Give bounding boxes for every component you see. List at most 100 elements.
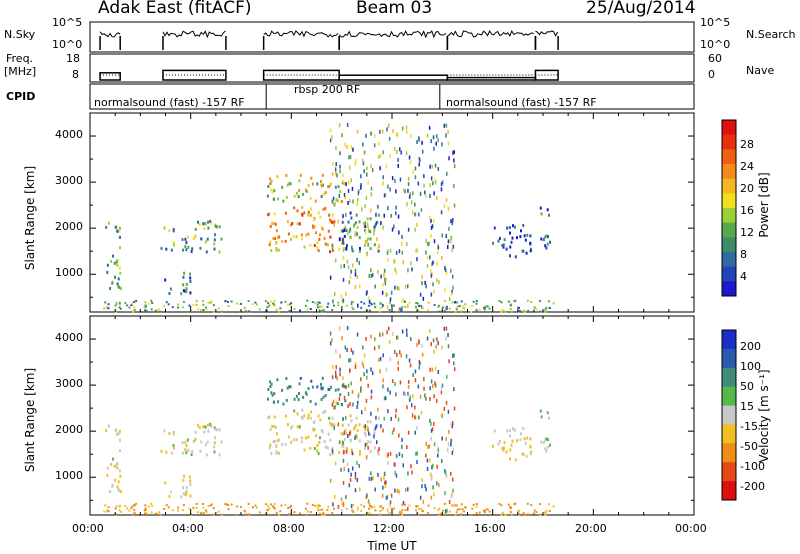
power-echo-cell bbox=[120, 287, 123, 291]
velocity-echo-cell bbox=[512, 427, 514, 431]
velocity-echo-cell bbox=[114, 507, 117, 510]
power-echo-cell bbox=[339, 169, 341, 174]
power-echo-cell bbox=[321, 227, 324, 231]
velocity-echo-cell bbox=[378, 358, 380, 362]
power-echo-cell bbox=[188, 304, 191, 307]
power-echo-cell bbox=[154, 309, 157, 312]
power-echo-cell bbox=[391, 176, 394, 181]
power-echo-cell bbox=[202, 222, 205, 226]
power-echo-cell bbox=[415, 305, 417, 308]
power-echo-cell bbox=[460, 310, 462, 313]
power-echo-cell bbox=[462, 307, 465, 310]
velocity-echo-cell bbox=[313, 428, 316, 432]
power-echo-cell bbox=[430, 273, 433, 278]
power-echo-cell bbox=[272, 237, 275, 241]
velocity-echo-cell bbox=[370, 471, 372, 476]
y-tick-label: 3000 bbox=[55, 174, 83, 187]
velocity-echo-cell bbox=[160, 449, 163, 453]
power-echo-cell bbox=[360, 306, 363, 309]
velocity-echo-cell bbox=[400, 511, 403, 514]
power-echo-cell bbox=[503, 238, 506, 242]
power-echo-cell bbox=[182, 289, 185, 293]
power-echo-cell bbox=[383, 273, 385, 278]
velocity-echo-cell bbox=[212, 507, 215, 510]
power-echo-cell bbox=[288, 310, 291, 313]
power-echo-cell bbox=[380, 221, 382, 226]
velocity-echo-cell bbox=[440, 390, 443, 395]
velocity-echo-cell bbox=[338, 397, 341, 401]
power-echo-cell bbox=[398, 249, 401, 254]
velocity-echo-cell bbox=[309, 400, 312, 403]
velocity-echo-cell bbox=[346, 347, 348, 352]
power-echo-cell bbox=[303, 245, 306, 249]
power-echo-cell bbox=[277, 248, 280, 252]
velocity-echo-cell bbox=[379, 332, 381, 337]
velocity-echo-cell bbox=[337, 422, 340, 427]
velocity-echo-cell bbox=[170, 451, 173, 455]
power-echo-cell bbox=[438, 310, 441, 313]
power-echo-cell bbox=[247, 300, 250, 302]
velocity-echo-cell bbox=[210, 503, 213, 506]
velocity-echo-cell bbox=[539, 513, 542, 516]
velocity-echo-cell bbox=[329, 341, 332, 346]
power-cb-tick: 12 bbox=[740, 226, 754, 239]
nsky-trace bbox=[338, 30, 447, 39]
velocity-echo-cell bbox=[342, 383, 345, 387]
power-echo-cell bbox=[404, 189, 406, 194]
velocity-echo-cell bbox=[450, 494, 453, 499]
power-echo-cell bbox=[545, 306, 548, 309]
power-echo-cell bbox=[430, 292, 433, 297]
velocity-echo-cell bbox=[173, 446, 175, 450]
power-echo-cell bbox=[392, 129, 394, 134]
velocity-echo-cell bbox=[522, 512, 525, 515]
velocity-echo-cell bbox=[317, 452, 320, 456]
velocity-echo-cell bbox=[358, 439, 361, 443]
velocity-echo-cell bbox=[398, 489, 400, 494]
velocity-echo-cell bbox=[322, 511, 325, 514]
velocity-echo-cell bbox=[370, 395, 373, 400]
power-echo-cell bbox=[342, 180, 345, 184]
power-echo-cell bbox=[440, 309, 443, 312]
power-echo-cell bbox=[356, 225, 359, 229]
velocity-echo-cell bbox=[388, 339, 391, 344]
power-echo-cell bbox=[190, 250, 193, 254]
velocity-echo-cell bbox=[206, 440, 209, 444]
power-echo-cell bbox=[379, 129, 381, 134]
velocity-echo-cell bbox=[333, 507, 335, 510]
velocity-echo-cell bbox=[450, 422, 452, 427]
power-echo-cell bbox=[416, 302, 419, 305]
velocity-echo-cell bbox=[343, 437, 346, 441]
velocity-echo-cell bbox=[207, 505, 210, 507]
power-echo-cell bbox=[382, 181, 384, 186]
velocity-cb-tick: -200 bbox=[740, 480, 765, 493]
velocity-echo-cell bbox=[447, 448, 449, 452]
power-echo-cell bbox=[372, 273, 374, 278]
power-echo-cell bbox=[385, 164, 388, 169]
velocity-echo-cell bbox=[354, 365, 357, 369]
velocity-echo-cell bbox=[407, 430, 410, 435]
power-echo-cell bbox=[158, 308, 160, 311]
power-echo-cell bbox=[390, 290, 393, 295]
power-echo-cell bbox=[144, 309, 147, 312]
power-echo-cell bbox=[354, 268, 357, 273]
velocity-echo-cell bbox=[516, 439, 518, 443]
velocity-echo-cell bbox=[119, 510, 122, 513]
power-echo-cell bbox=[497, 239, 500, 243]
velocity-echo-cell bbox=[525, 454, 528, 458]
velocity-echo-cell bbox=[279, 510, 282, 513]
power-echo-cell bbox=[118, 266, 121, 270]
power-echo-cell bbox=[360, 185, 362, 190]
power-echo-cell bbox=[180, 292, 183, 296]
velocity-echo-cell bbox=[441, 383, 444, 388]
power-echo-cell bbox=[185, 287, 188, 291]
power-echo-cell bbox=[197, 308, 200, 311]
power-echo-cell bbox=[275, 247, 278, 251]
power-y-axis-title: Slant Range [km] bbox=[23, 166, 37, 270]
velocity-echo-cell bbox=[116, 466, 119, 470]
power-echo-cell bbox=[351, 186, 354, 191]
velocity-echo-cell bbox=[547, 503, 550, 506]
power-echo-cell bbox=[522, 223, 525, 227]
velocity-echo-cell bbox=[342, 480, 345, 485]
velocity-echo-cell bbox=[203, 430, 206, 434]
